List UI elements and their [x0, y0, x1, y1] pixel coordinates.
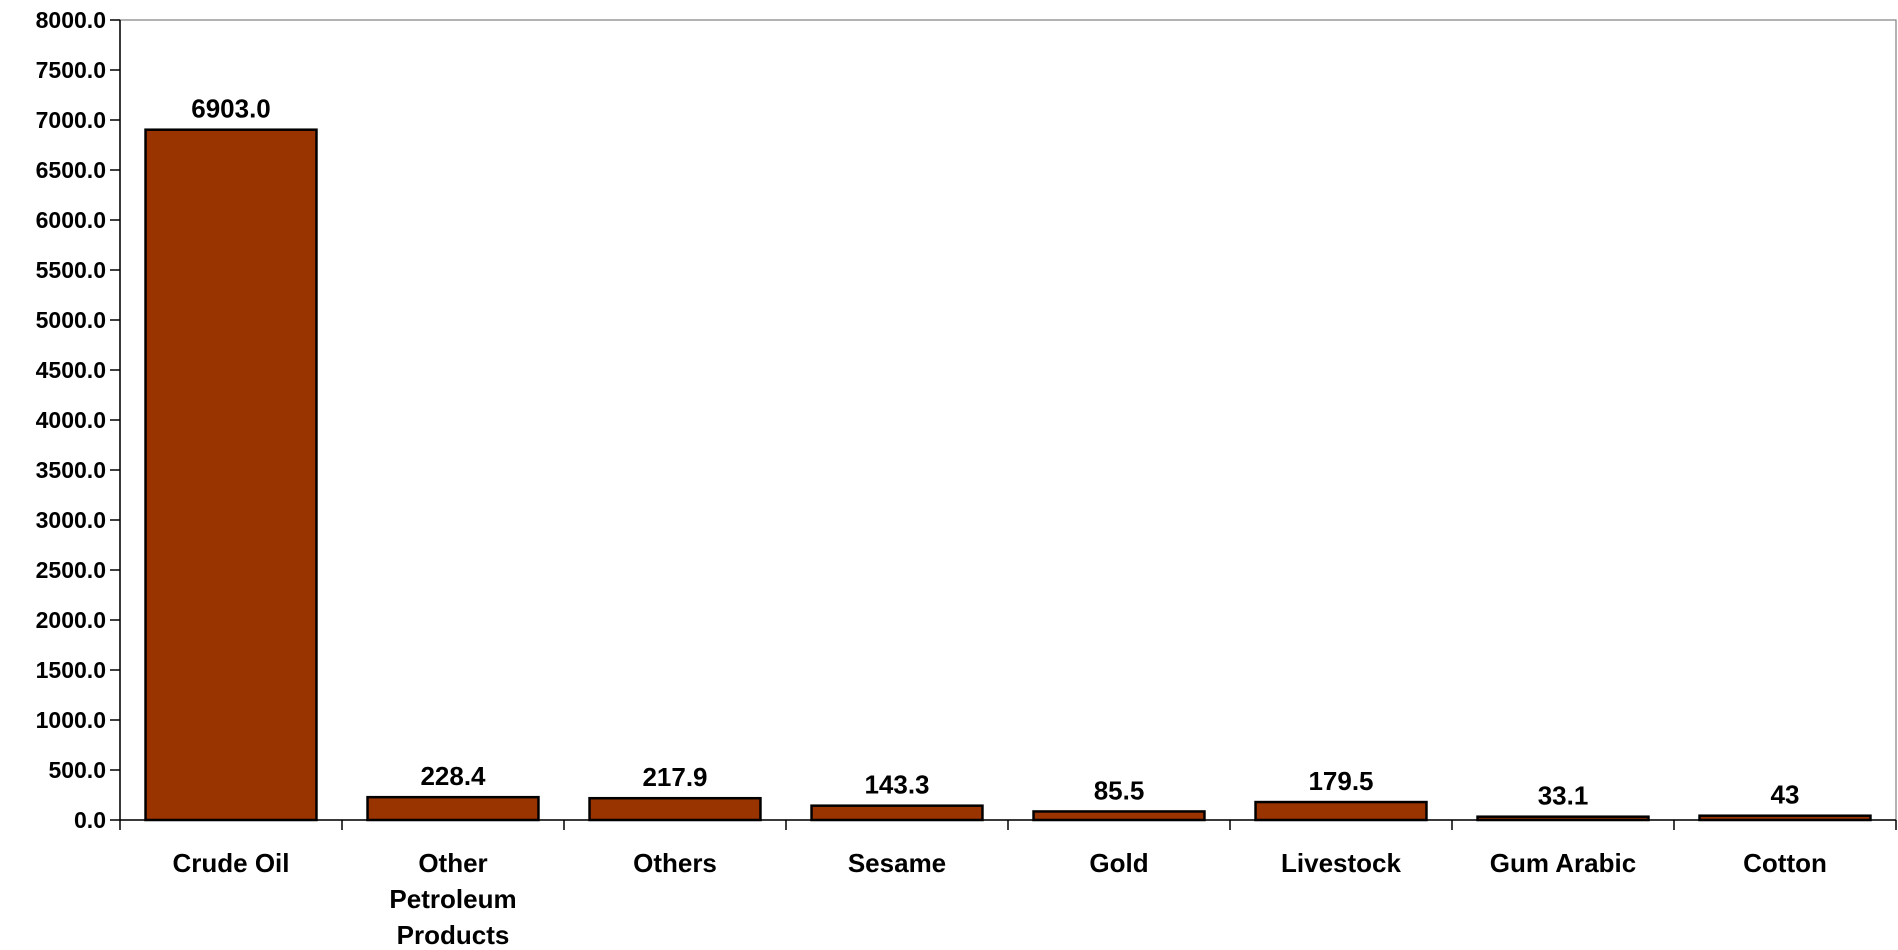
data-label: 43 [1771, 780, 1800, 810]
x-category-label: Products [397, 920, 510, 950]
x-category-label: Gold [1089, 848, 1148, 878]
x-category-label: Petroleum [389, 884, 516, 914]
data-label: 33.1 [1538, 781, 1589, 811]
y-tick-label: 1000.0 [36, 707, 106, 733]
y-tick-label: 1500.0 [36, 657, 106, 683]
y-tick-label: 7000.0 [36, 107, 106, 133]
y-tick-label: 6500.0 [36, 157, 106, 183]
data-label: 228.4 [420, 761, 486, 791]
x-category-label: Gum Arabic [1490, 848, 1636, 878]
y-tick-label: 0.0 [74, 807, 106, 833]
x-category-label: Crude Oil [172, 848, 289, 878]
data-label: 217.9 [642, 762, 707, 792]
x-axis: Crude Oil Other Petroleum Products Others Ses… [119, 819, 1897, 950]
bar-sesame [810, 804, 984, 822]
bar-livestock [1254, 800, 1428, 822]
y-tick-label: 5000.0 [36, 307, 106, 333]
y-axis: 0.0 500.0 1000.0 1500.0 2000.0 2500.0 3000.0 35… [36, 7, 121, 833]
data-label: 6903.0 [191, 94, 271, 124]
y-tick-label: 2500.0 [36, 557, 106, 583]
bar-others [588, 796, 762, 822]
y-tick-label: 2000.0 [36, 607, 106, 633]
y-tick-label: 4500.0 [36, 357, 106, 383]
y-tick-label: 5500.0 [36, 257, 106, 283]
x-category-label: Others [633, 848, 717, 878]
y-tick-label: 4000.0 [36, 407, 106, 433]
bar-gold [1032, 810, 1206, 822]
y-tick-label: 8000.0 [36, 7, 106, 33]
y-tick-label: 7500.0 [36, 57, 106, 83]
bar-other-petroleum-products [366, 795, 540, 822]
x-category-label: Cotton [1743, 848, 1827, 878]
y-tick-label: 3500.0 [36, 457, 106, 483]
data-label: 85.5 [1094, 775, 1145, 805]
y-tick-label: 6000.0 [36, 207, 106, 233]
bars [144, 128, 1872, 822]
y-tick-label: 500.0 [48, 757, 106, 783]
data-label: 179.5 [1308, 766, 1373, 796]
x-category-label: Other [418, 848, 487, 878]
x-category-label: Sesame [848, 848, 946, 878]
bar-crude-oil [144, 128, 318, 822]
data-label: 143.3 [864, 770, 929, 800]
x-category-label: Livestock [1281, 848, 1401, 878]
data-labels: 6903.0 228.4 217.9 143.3 85.5 179.5 33.1 43 [191, 94, 1799, 811]
plot-area [119, 19, 1897, 821]
y-tick-label: 3000.0 [36, 507, 106, 533]
